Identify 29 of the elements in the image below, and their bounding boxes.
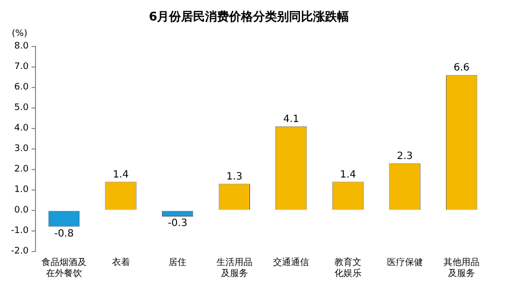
x-tick-label: 食品烟酒及在外餐饮: [41, 257, 86, 279]
data-label: 4.1: [283, 114, 300, 125]
y-tick-label: 3.0: [14, 144, 29, 154]
y-tick-label: 8.0: [14, 42, 29, 52]
y-tick-label: 5.0: [14, 103, 29, 114]
y-axis-title: (%): [12, 29, 28, 40]
y-tick-label: 4.0: [14, 124, 29, 134]
data-label: 1.4: [340, 169, 356, 180]
x-tick-label: 其他用品及服务: [444, 257, 480, 279]
y-tick-label: 7.0: [14, 62, 29, 72]
data-label: -0.3: [168, 218, 188, 230]
y-tick-label: -2.0: [11, 246, 29, 257]
data-label: 6.6: [454, 62, 470, 74]
x-tick-label: 居住: [168, 257, 187, 268]
data-label: 1.3: [226, 171, 242, 182]
y-tick-label: -1.0: [11, 226, 29, 236]
y-tick-label: 2.0: [14, 164, 29, 175]
x-tick-label: 交通通信: [273, 257, 310, 268]
x-tick-label: 医疗保健: [386, 257, 423, 268]
y-tick-label: 1.0: [14, 185, 29, 196]
y-tick-label: 0.0: [14, 206, 29, 216]
data-label: 1.4: [112, 169, 129, 180]
x-tick-label: 生活用品及服务: [216, 257, 252, 279]
chart-title: 6月份居民消费价格分类别同比涨跌幅: [148, 9, 350, 24]
x-tick-label: 衣着: [112, 257, 130, 268]
data-label: -0.8: [54, 228, 74, 240]
x-tick-label: 教育文化娱乐: [334, 257, 362, 279]
data-label: 2.3: [396, 150, 413, 162]
y-tick-label: 6.0: [14, 82, 29, 93]
